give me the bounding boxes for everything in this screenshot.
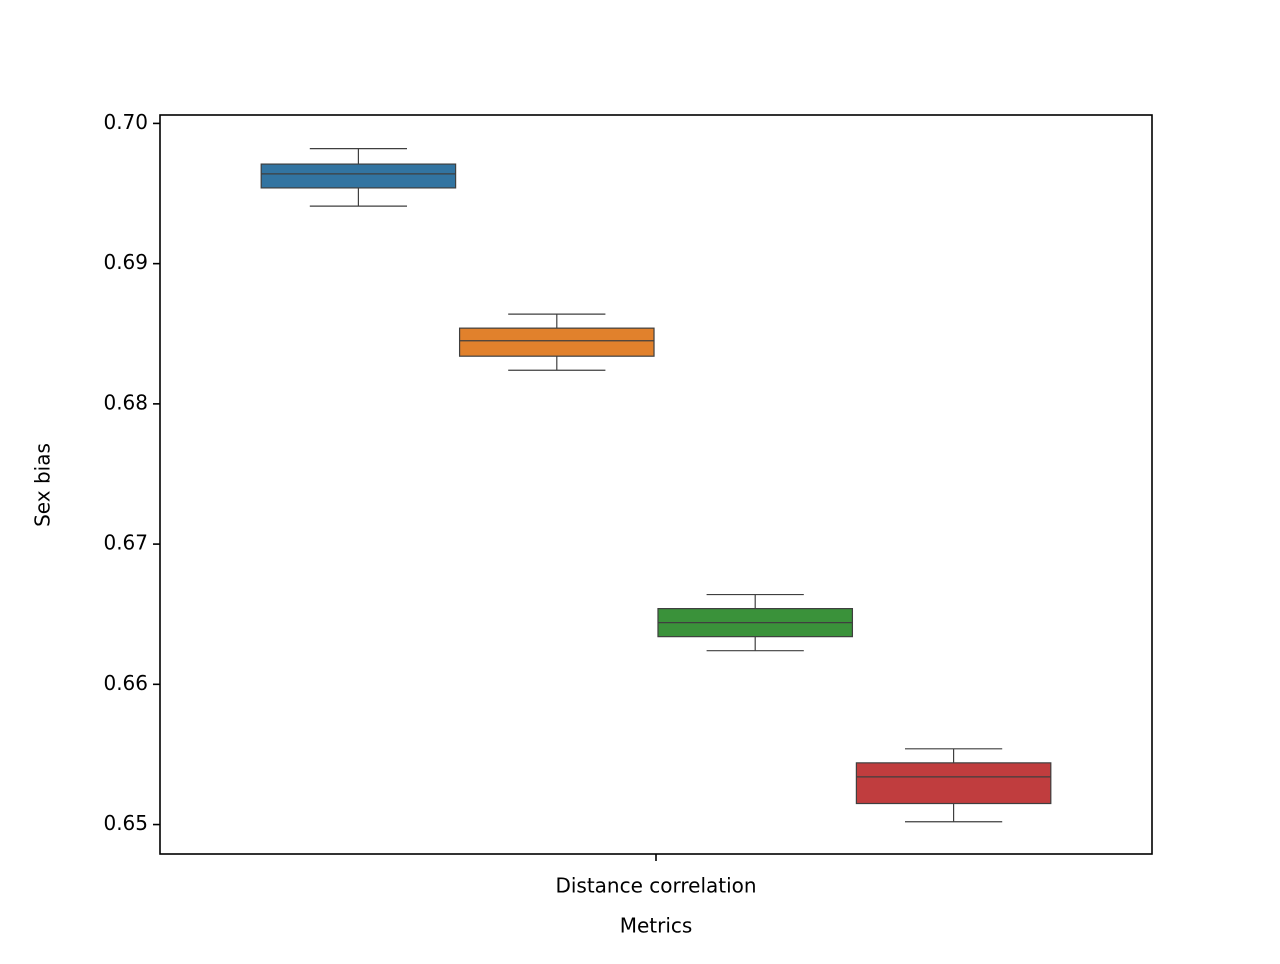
y-tick-label: 0.69 <box>103 250 148 274</box>
y-tick-label: 0.67 <box>103 531 148 555</box>
box <box>458 327 655 357</box>
box <box>260 163 457 189</box>
x-tick-label: Distance correlation <box>555 874 756 898</box>
y-tick-label: 0.68 <box>103 390 148 414</box>
y-tick-label: 0.66 <box>103 671 148 695</box>
x-axis-label: Metrics <box>620 914 693 938</box>
y-axis-label: Sex bias <box>31 443 55 527</box>
plot-frame <box>159 114 1153 855</box>
y-tick-label: 0.70 <box>103 110 148 134</box>
box <box>855 762 1052 805</box>
y-tick-label: 0.65 <box>103 811 148 835</box>
